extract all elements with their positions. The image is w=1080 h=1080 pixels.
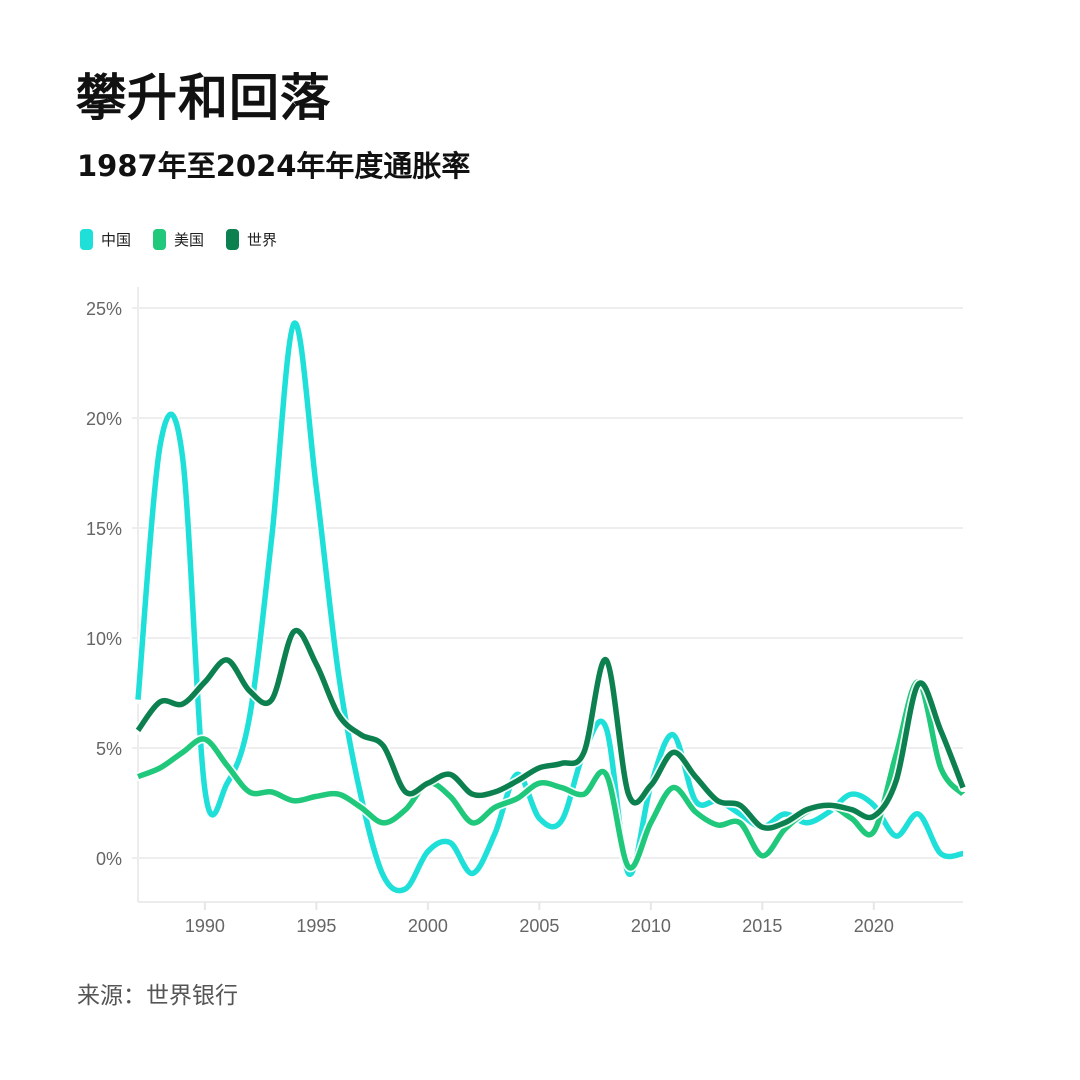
y-tick-label: 15%	[86, 519, 122, 539]
x-tick-label: 2020	[854, 916, 894, 936]
x-tick-label: 2010	[631, 916, 671, 936]
legend-swatch-world-icon	[226, 229, 240, 250]
series-world-line	[135, 627, 966, 831]
gridlines	[132, 287, 963, 910]
legend-item-world: 世界	[226, 229, 277, 250]
legend-label-china: 中国	[101, 231, 132, 249]
x-axis: 1990 1995 2000 2005 2010 2015 2020	[185, 916, 894, 936]
y-tick-label: 20%	[86, 409, 122, 429]
x-tick-label: 2000	[408, 916, 448, 936]
y-tick-label: 5%	[96, 739, 122, 759]
legend-label-world: 世界	[247, 231, 278, 249]
y-tick-label: 25%	[86, 299, 122, 319]
series-us-line	[136, 679, 966, 871]
chart-subtitle: 1987年至2024年年度通胀率	[77, 149, 471, 183]
y-tick-label: 0%	[96, 849, 122, 869]
legend: 中国 美国 世界	[80, 229, 299, 250]
x-tick-label: 1995	[296, 916, 336, 936]
x-tick-label: 2015	[742, 916, 782, 936]
chart-title: 攀升和回落	[76, 69, 331, 127]
source-note: 来源：世界银行	[77, 983, 238, 1009]
legend-swatch-china-icon	[80, 229, 93, 250]
y-tick-label: 10%	[86, 629, 122, 649]
y-axis: 0% 5% 10% 15% 20% 25%	[86, 299, 122, 869]
legend-label-us: 美国	[174, 231, 205, 249]
x-tick-label: 2005	[519, 916, 559, 936]
x-tick-label: 1990	[185, 916, 225, 936]
legend-item-us: 美国	[153, 229, 204, 250]
legend-item-china: 中国	[80, 229, 131, 250]
plot-lines	[133, 318, 968, 896]
legend-swatch-us-icon	[153, 229, 167, 250]
